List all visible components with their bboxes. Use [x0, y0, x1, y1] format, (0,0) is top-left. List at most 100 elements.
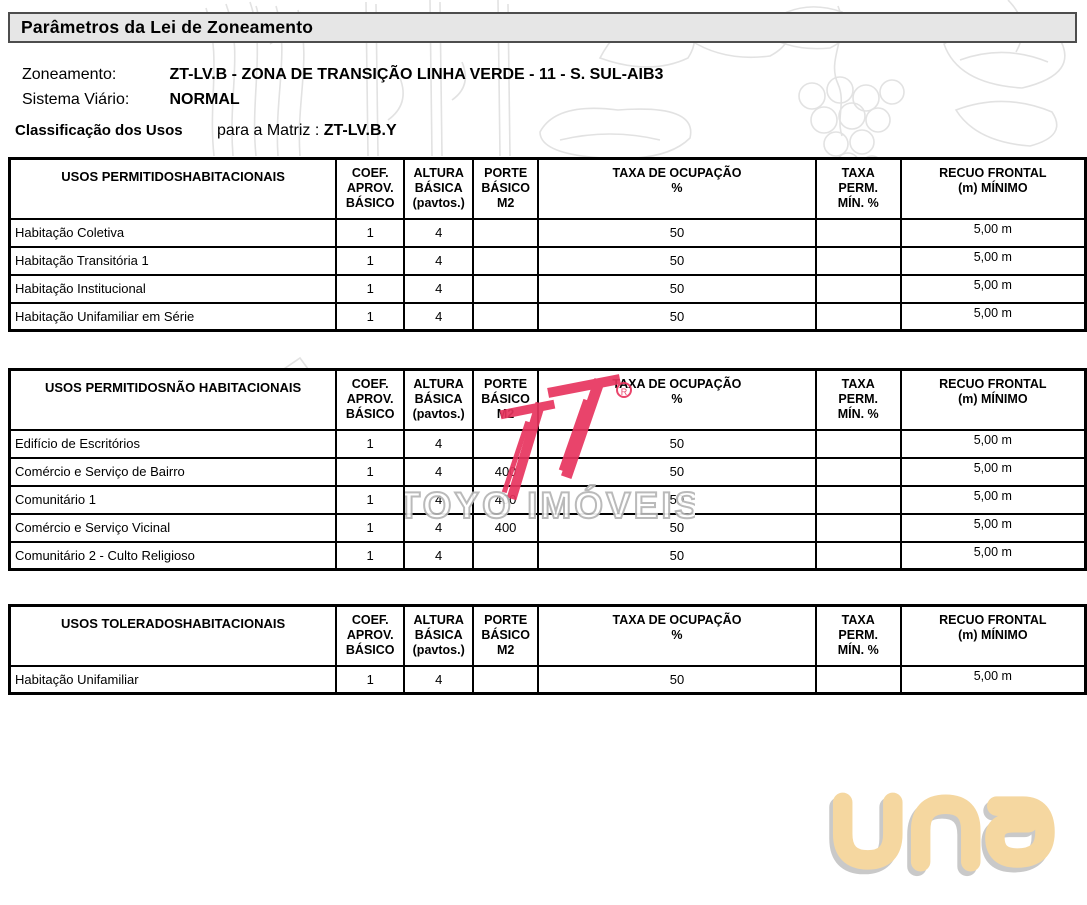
porte-cell: 400: [472, 456, 540, 487]
column-header: TAXA PERM. MÍN. %: [814, 157, 902, 220]
coef-cell: 1: [335, 245, 406, 276]
recuo-cell: 5,00 m: [899, 301, 1087, 332]
porte-cell: [472, 245, 540, 276]
table-row: Comunitário 1 1 4 400 50 5,00 m: [8, 484, 1087, 515]
uso-cell: Comunitário 2 - Culto Religioso: [8, 540, 338, 571]
column-header: COEF. APROV. BÁSICO: [335, 157, 406, 220]
usos-permitidos-nao-habitacionais-table: USOS PERMITIDOSNÃO HABITACIONAIS COEF. AP…: [8, 368, 1087, 571]
table-row: Habitação Unifamiliar 1 4 50 5,00 m: [8, 664, 1087, 695]
taxa-perm-cell: [814, 512, 902, 543]
uso-cell: Habitação Coletiva: [8, 217, 338, 248]
recuo-cell: 5,00 m: [899, 217, 1087, 248]
altura-cell: 4: [403, 217, 475, 248]
altura-cell: 4: [403, 484, 475, 515]
column-header: RECUO FRONTAL (m) MÍNIMO: [899, 368, 1087, 431]
taxa-perm-cell: [814, 484, 902, 515]
coef-cell: 1: [335, 512, 406, 543]
taxa-perm-cell: [814, 664, 902, 695]
taxa-perm-cell: [814, 540, 902, 571]
table-header-row: USOS PERMITIDOSHABITACIONAIS COEF. APROV.…: [8, 157, 1087, 220]
zoneamento-label: Zoneamento:: [22, 66, 117, 83]
table-row: Habitação Transitória 1 1 4 50 5,00 m: [8, 245, 1087, 276]
uso-cell: Comércio e Serviço Vicinal: [8, 512, 338, 543]
coef-cell: 1: [335, 664, 406, 695]
table-title-cell: USOS TOLERADOSHABITACIONAIS: [8, 604, 338, 667]
uso-cell: Comunitário 1: [8, 484, 338, 515]
recuo-cell: 5,00 m: [899, 512, 1087, 543]
porte-cell: [472, 217, 540, 248]
taxa-perm-cell: [814, 428, 902, 459]
column-header: TAXA DE OCUPAÇÃO %: [537, 368, 817, 431]
una-logo: [829, 792, 1055, 877]
altura-cell: 4: [403, 245, 475, 276]
altura-cell: 4: [403, 273, 475, 304]
altura-cell: 4: [403, 301, 475, 332]
table-row: Comércio e Serviço Vicinal 1 4 400 50 5,00 m: [8, 512, 1087, 543]
taxa-ocupacao-cell: 50: [537, 456, 817, 487]
uso-cell: Habitação Transitória 1: [8, 245, 338, 276]
column-header: PORTE BÁSICO M2: [472, 604, 540, 667]
taxa-perm-cell: [814, 273, 902, 304]
column-header: COEF. APROV. BÁSICO: [335, 604, 406, 667]
usos-permitidos-habitacionais-table: USOS PERMITIDOSHABITACIONAIS COEF. APROV.…: [8, 157, 1087, 332]
zoneamento-line: Zoneamento: ZT-LV.B - ZONA DE TRANSIÇÃO …: [22, 66, 663, 84]
altura-cell: 4: [403, 540, 475, 571]
classificacao-line: Classificação dos Usos para a Matriz : Z…: [15, 122, 397, 140]
sistema-viario-value: NORMAL: [169, 91, 240, 108]
taxa-ocupacao-cell: 50: [537, 273, 817, 304]
sistema-viario-label: Sistema Viário:: [22, 91, 130, 108]
coef-cell: 1: [335, 484, 406, 515]
una-letter-a: [985, 796, 1055, 868]
column-header: ALTURA BÁSICA (pavtos.): [403, 604, 475, 667]
column-header: TAXA PERM. MÍN. %: [814, 368, 902, 431]
altura-cell: 4: [403, 664, 475, 695]
coef-cell: 1: [335, 540, 406, 571]
una-letter-u: [832, 792, 903, 870]
taxa-perm-cell: [814, 245, 902, 276]
taxa-ocupacao-cell: 50: [537, 301, 817, 332]
column-header: ALTURA BÁSICA (pavtos.): [403, 368, 475, 431]
porte-cell: [472, 540, 540, 571]
recuo-cell: 5,00 m: [899, 484, 1087, 515]
column-header: TAXA DE OCUPAÇÃO %: [537, 604, 817, 667]
recuo-cell: 5,00 m: [899, 245, 1087, 276]
table-title-cell: USOS PERMITIDOSHABITACIONAIS: [8, 157, 338, 220]
uso-cell: Habitação Institucional: [8, 273, 338, 304]
coef-cell: 1: [335, 217, 406, 248]
recuo-cell: 5,00 m: [899, 428, 1087, 459]
usos-tolerados-habitacionais-table: USOS TOLERADOSHABITACIONAIS COEF. APROV. …: [8, 604, 1087, 695]
page-title: Parâmetros da Lei de Zoneamento: [8, 12, 1077, 43]
column-header: RECUO FRONTAL (m) MÍNIMO: [899, 604, 1087, 667]
recuo-cell: 5,00 m: [899, 540, 1087, 571]
zoneamento-value: ZT-LV.B - ZONA DE TRANSIÇÃO LINHA VERDE …: [169, 66, 664, 83]
column-header: COEF. APROV. BÁSICO: [335, 368, 406, 431]
altura-cell: 4: [403, 512, 475, 543]
uso-cell: Edifício de Escritórios: [8, 428, 338, 459]
table-row: Comércio e Serviço de Bairro 1 4 400 50 5,00 …: [8, 456, 1087, 487]
porte-cell: [472, 273, 540, 304]
column-header: PORTE BÁSICO M2: [472, 368, 540, 431]
taxa-ocupacao-cell: 50: [537, 484, 817, 515]
sistema-viario-line: Sistema Viário: NORMAL: [22, 91, 240, 109]
column-header: PORTE BÁSICO M2: [472, 157, 540, 220]
porte-cell: [472, 664, 540, 695]
taxa-ocupacao-cell: 50: [537, 512, 817, 543]
matriz-label: para a Matriz :: [217, 122, 320, 139]
altura-cell: 4: [403, 456, 475, 487]
recuo-cell: 5,00 m: [899, 664, 1087, 695]
porte-cell: [472, 301, 540, 332]
taxa-perm-cell: [814, 217, 902, 248]
uso-cell: Habitação Unifamiliar em Série: [8, 301, 338, 332]
recuo-cell: 5,00 m: [899, 273, 1087, 304]
table-header-row: USOS TOLERADOSHABITACIONAIS COEF. APROV. …: [8, 604, 1087, 667]
table-row: Edifício de Escritórios 1 4 50 5,00 m: [8, 428, 1087, 459]
porte-cell: [472, 428, 540, 459]
column-header: RECUO FRONTAL (m) MÍNIMO: [899, 157, 1087, 220]
coef-cell: 1: [335, 456, 406, 487]
table-title-cell: USOS PERMITIDOSNÃO HABITACIONAIS: [8, 368, 338, 431]
taxa-ocupacao-cell: 50: [537, 540, 817, 571]
column-header: ALTURA BÁSICA (pavtos.): [403, 157, 475, 220]
coef-cell: 1: [335, 273, 406, 304]
coef-cell: 1: [335, 301, 406, 332]
